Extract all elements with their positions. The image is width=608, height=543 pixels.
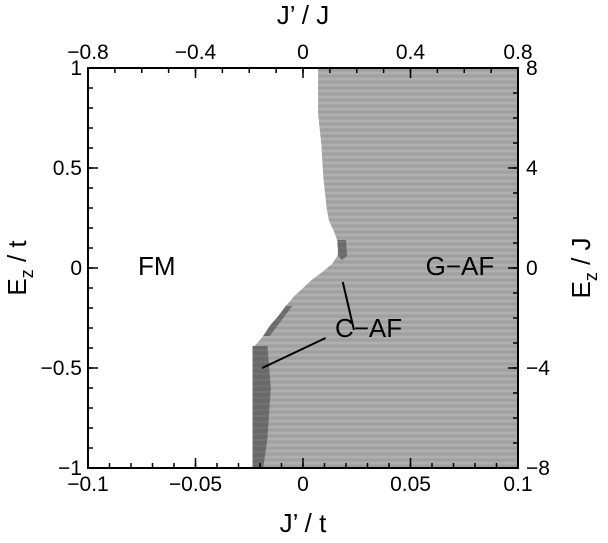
bottom-axis-ticks: −0.1 −0.05 0 0.05 0.1 bbox=[67, 458, 533, 496]
bottom-tick-label: −0.05 bbox=[169, 473, 222, 496]
c-af-pointer-line bbox=[341, 281, 355, 331]
bottom-tick-label: 0.1 bbox=[503, 473, 532, 496]
top-tick-label: 0.8 bbox=[503, 41, 532, 64]
left-axis-title-main: E bbox=[2, 278, 32, 295]
top-tick-label: −0.4 bbox=[175, 41, 217, 64]
left-axis-ticks: −1 −0.5 0 0.5 1 bbox=[41, 57, 98, 480]
g-af-region bbox=[252, 68, 518, 468]
left-tick-label: 0 bbox=[70, 257, 82, 280]
right-tick-label: −4 bbox=[526, 357, 550, 380]
region-label-c-af: C−AF bbox=[335, 313, 402, 343]
bottom-tick-label: 0.05 bbox=[390, 473, 431, 496]
c-af-pointer-line bbox=[261, 337, 327, 369]
right-axis-title: Ez / J bbox=[566, 237, 601, 298]
left-tick-label: 0.5 bbox=[53, 157, 82, 180]
right-axis-title-rest: / J bbox=[566, 237, 596, 272]
right-axis-title-main: E bbox=[566, 281, 596, 298]
right-axis-title-sub: z bbox=[581, 272, 601, 281]
right-tick-label: 8 bbox=[526, 57, 538, 80]
right-tick-label: −8 bbox=[526, 457, 550, 480]
c-af-region-mid bbox=[263, 306, 293, 336]
left-tick-label: 1 bbox=[70, 57, 82, 80]
top-tick-label: 0 bbox=[297, 41, 309, 64]
c-af-region-upper bbox=[337, 240, 348, 260]
region-label-g-af: G−AF bbox=[426, 251, 495, 281]
bottom-axis-title: J’ / t bbox=[280, 508, 327, 538]
bottom-tick-label: −0.1 bbox=[67, 473, 108, 496]
top-axis-title: J’ / J bbox=[277, 0, 329, 30]
left-axis-title-sub: z bbox=[17, 269, 37, 278]
left-axis-title: Ez / t bbox=[2, 240, 37, 296]
right-tick-label: 4 bbox=[526, 157, 538, 180]
top-axis-ticks: −0.8 −0.4 0 0.4 0.8 bbox=[67, 41, 533, 78]
right-axis-ticks: −8 −4 0 4 8 bbox=[508, 57, 550, 480]
bottom-tick-label: 0 bbox=[297, 473, 309, 496]
region-label-fm: FM bbox=[138, 251, 176, 281]
left-tick-label: −1 bbox=[58, 457, 82, 480]
top-tick-label: −0.8 bbox=[67, 41, 108, 64]
left-tick-label: −0.5 bbox=[41, 357, 82, 380]
c-af-region-left bbox=[252, 346, 271, 468]
right-tick-label: 0 bbox=[526, 257, 538, 280]
top-tick-label: 0.4 bbox=[396, 41, 426, 64]
left-axis-title-rest: / t bbox=[2, 240, 32, 270]
